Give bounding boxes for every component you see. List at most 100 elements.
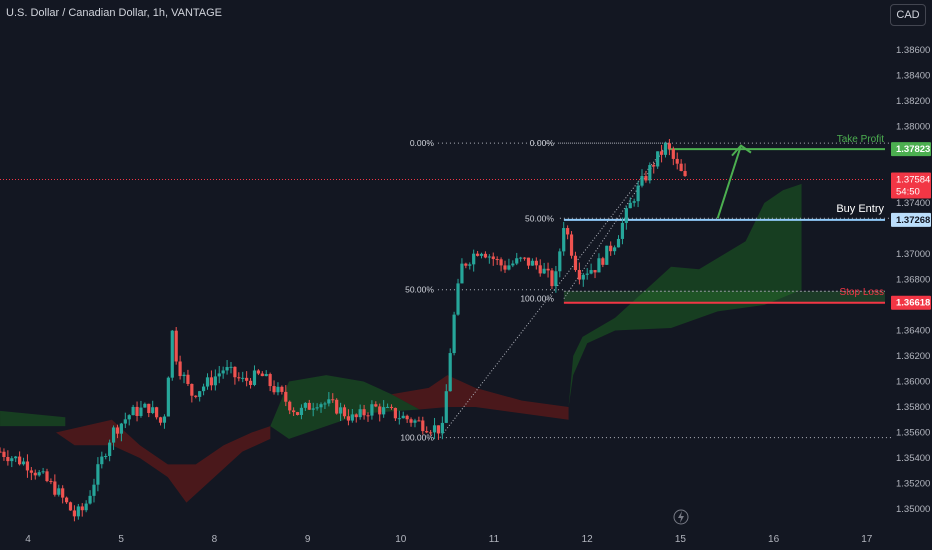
candle-body	[327, 399, 331, 404]
candle-body	[288, 401, 292, 411]
candle	[562, 221, 566, 256]
candle-body	[338, 407, 343, 414]
candle	[507, 258, 511, 271]
candle-body	[151, 407, 155, 413]
countdown-value: 54:50	[896, 187, 920, 198]
candle-body	[284, 391, 288, 402]
candle-body	[10, 458, 14, 462]
candle-body	[448, 353, 452, 392]
candle	[10, 456, 14, 468]
candle	[366, 412, 370, 422]
candle-body	[609, 245, 613, 252]
candle-body	[385, 406, 390, 408]
y-tick-label: 1.38200	[896, 96, 930, 107]
lightning-icon[interactable]	[673, 509, 689, 525]
candle-body	[671, 148, 675, 159]
candle-body	[111, 427, 116, 443]
candle	[80, 503, 84, 517]
candle	[170, 330, 174, 381]
candle	[162, 414, 167, 429]
candle	[659, 144, 664, 163]
candle	[166, 376, 170, 417]
candle-body	[131, 406, 135, 416]
candle	[190, 383, 194, 403]
candle-body	[33, 472, 37, 476]
candle	[456, 278, 460, 316]
candle	[268, 372, 272, 392]
candle-body	[303, 402, 307, 408]
candle	[452, 311, 456, 356]
candle	[472, 249, 476, 272]
y-tick-label: 1.36200	[896, 351, 930, 362]
candle	[182, 372, 186, 384]
candle	[284, 385, 288, 407]
candle-body	[190, 383, 194, 396]
candle	[29, 467, 33, 481]
x-tick-label: 16	[768, 534, 780, 545]
current-price-tag	[891, 172, 931, 199]
buy-entry-value: 1.37268	[896, 215, 930, 226]
candle	[581, 272, 585, 287]
candle-body	[147, 403, 151, 413]
candle	[311, 402, 315, 417]
candle	[444, 384, 448, 424]
candle	[479, 252, 484, 259]
candle-body	[217, 373, 221, 377]
candle	[515, 252, 519, 266]
candle-body	[656, 151, 660, 167]
candle	[41, 467, 45, 474]
candle	[503, 260, 507, 273]
y-tick-label: 1.37000	[896, 249, 930, 260]
candle	[362, 404, 366, 420]
cloud-bear-1	[391, 375, 569, 420]
candle-body	[362, 409, 366, 416]
candle-body	[307, 402, 311, 410]
candle	[104, 453, 108, 460]
candle	[628, 197, 632, 209]
cloud-bull-0	[0, 410, 66, 427]
candle-body	[616, 238, 621, 248]
currency-button[interactable]: CAD	[890, 4, 926, 26]
candle	[45, 468, 49, 483]
chart-title: U.S. Dollar / Canadian Dollar, 1h, VANTA…	[6, 7, 223, 19]
candle-body	[115, 427, 120, 434]
candle-body	[225, 367, 229, 371]
candle-body	[37, 472, 41, 476]
candle-body	[613, 247, 617, 252]
candle-body	[268, 374, 272, 387]
candle	[483, 251, 488, 259]
candle	[624, 205, 628, 230]
candle	[14, 455, 18, 463]
candle	[378, 403, 382, 422]
candle-body	[178, 361, 182, 377]
candle-body	[605, 245, 609, 265]
candle-body	[245, 377, 249, 381]
candle	[550, 268, 554, 290]
candle-body	[127, 415, 131, 420]
candle	[72, 505, 77, 522]
candle	[131, 404, 135, 416]
candle-body	[229, 366, 233, 368]
candle-body	[315, 407, 319, 409]
candle	[186, 369, 190, 387]
candle-body	[280, 386, 284, 392]
candle-body	[331, 399, 335, 401]
candle-body	[233, 366, 237, 378]
candle	[342, 404, 347, 419]
candle	[245, 371, 249, 387]
candle-body	[335, 399, 339, 414]
candle-body	[675, 158, 679, 164]
take-profit-tag	[891, 142, 931, 157]
candle-body	[311, 408, 315, 410]
candle	[127, 414, 131, 426]
candle	[88, 490, 92, 505]
candle-body	[558, 251, 562, 272]
candle-body	[644, 176, 648, 181]
candle	[319, 402, 323, 413]
candle	[432, 417, 437, 440]
candle	[241, 371, 245, 383]
fib-right-top-label: 0.00%	[530, 138, 555, 148]
y-tick-label: 1.35200	[896, 479, 930, 490]
candle	[288, 400, 292, 415]
